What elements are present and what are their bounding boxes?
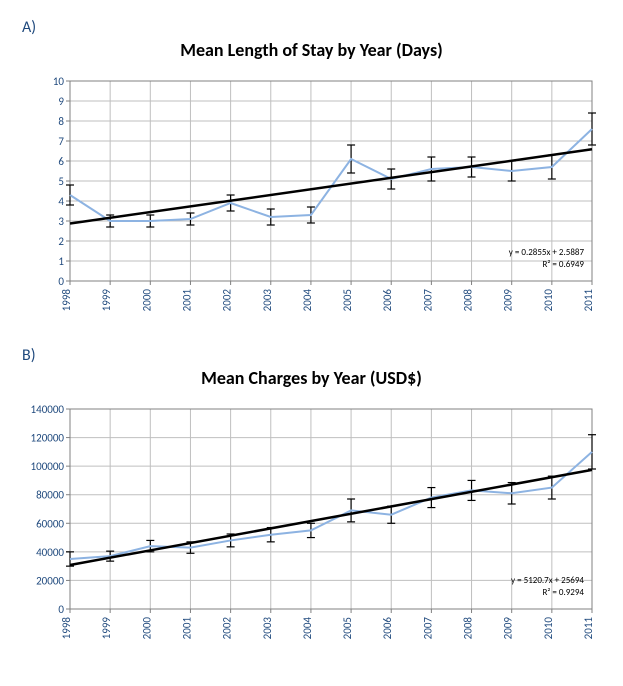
svg-text:2011: 2011 bbox=[582, 289, 595, 312]
chart-b-svg: 0200004000060000800001000001200001400001… bbox=[12, 399, 602, 654]
svg-text:2007: 2007 bbox=[421, 289, 434, 312]
svg-text:R² = 0.6949: R² = 0.6949 bbox=[542, 259, 584, 270]
svg-text:40000: 40000 bbox=[36, 546, 64, 559]
svg-text:2001: 2001 bbox=[180, 289, 193, 312]
svg-text:2008: 2008 bbox=[462, 289, 475, 312]
svg-text:y = 5120.7x + 25694: y = 5120.7x + 25694 bbox=[511, 575, 584, 586]
svg-text:1999: 1999 bbox=[100, 289, 113, 312]
svg-text:2: 2 bbox=[58, 235, 64, 248]
svg-text:2009: 2009 bbox=[502, 289, 515, 312]
svg-text:140000: 140000 bbox=[31, 403, 65, 416]
svg-text:80000: 80000 bbox=[36, 489, 64, 502]
svg-text:60000: 60000 bbox=[36, 517, 64, 530]
svg-text:4: 4 bbox=[58, 195, 64, 208]
svg-text:y = 0.2855x + 2.5887: y = 0.2855x + 2.5887 bbox=[509, 247, 585, 258]
svg-text:1: 1 bbox=[58, 255, 64, 268]
svg-text:2000: 2000 bbox=[140, 289, 153, 312]
svg-text:8: 8 bbox=[58, 115, 64, 128]
svg-text:20000: 20000 bbox=[36, 574, 64, 587]
panel-a-chart: 0 1 2 3 4 5 6 7 8 9 10 1998 1999 2000 2001 2002 2003 2004… bbox=[12, 71, 611, 326]
panel-b-title: Mean Charges by Year (USD$) bbox=[12, 367, 611, 389]
panel-b-chart: 0200004000060000800001000001200001400001… bbox=[12, 399, 611, 654]
chart-a-svg: 0 1 2 3 4 5 6 7 8 9 10 1998 1999 2000 2001 2002 2003 2004… bbox=[12, 71, 602, 326]
panel-b-label: B) bbox=[22, 346, 611, 365]
svg-text:2002: 2002 bbox=[221, 289, 234, 312]
svg-text:0: 0 bbox=[58, 275, 64, 288]
svg-text:2005: 2005 bbox=[341, 289, 354, 311]
svg-text:1998: 1998 bbox=[60, 289, 73, 312]
panel-a-label: A) bbox=[22, 18, 611, 37]
svg-text:0: 0 bbox=[58, 603, 64, 616]
svg-text:5: 5 bbox=[58, 175, 64, 188]
svg-text:2004: 2004 bbox=[301, 289, 314, 312]
svg-text:120000: 120000 bbox=[31, 432, 65, 445]
svg-text:2003: 2003 bbox=[261, 289, 274, 312]
svg-text:10: 10 bbox=[53, 75, 65, 88]
svg-text:R² = 0.9294: R² = 0.9294 bbox=[542, 587, 584, 598]
panel-a-title: Mean Length of Stay by Year (Days) bbox=[12, 39, 611, 61]
svg-text:6: 6 bbox=[58, 155, 64, 168]
svg-text:2006: 2006 bbox=[381, 289, 394, 312]
svg-text:2010: 2010 bbox=[542, 289, 555, 312]
svg-text:3: 3 bbox=[58, 215, 64, 228]
svg-text:100000: 100000 bbox=[31, 460, 65, 473]
svg-text:7: 7 bbox=[58, 135, 64, 148]
svg-text:9: 9 bbox=[58, 95, 64, 108]
